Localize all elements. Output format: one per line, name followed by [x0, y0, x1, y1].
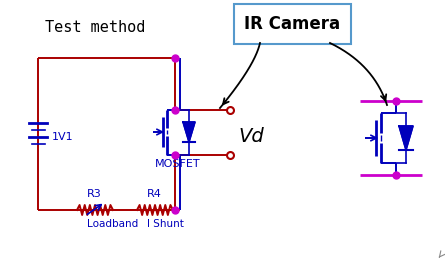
Text: Test method: Test method: [45, 20, 145, 35]
FancyBboxPatch shape: [234, 4, 351, 44]
Text: Vd: Vd: [238, 128, 264, 147]
Polygon shape: [399, 126, 413, 150]
Text: R3: R3: [87, 189, 102, 199]
Text: IR Camera: IR Camera: [244, 15, 340, 33]
Text: MOSFET: MOSFET: [155, 159, 201, 169]
Polygon shape: [183, 122, 195, 142]
Text: I Shunt: I Shunt: [147, 219, 184, 229]
Text: Loadband: Loadband: [87, 219, 138, 229]
Text: 1V1: 1V1: [52, 132, 73, 142]
Text: R4: R4: [147, 189, 162, 199]
